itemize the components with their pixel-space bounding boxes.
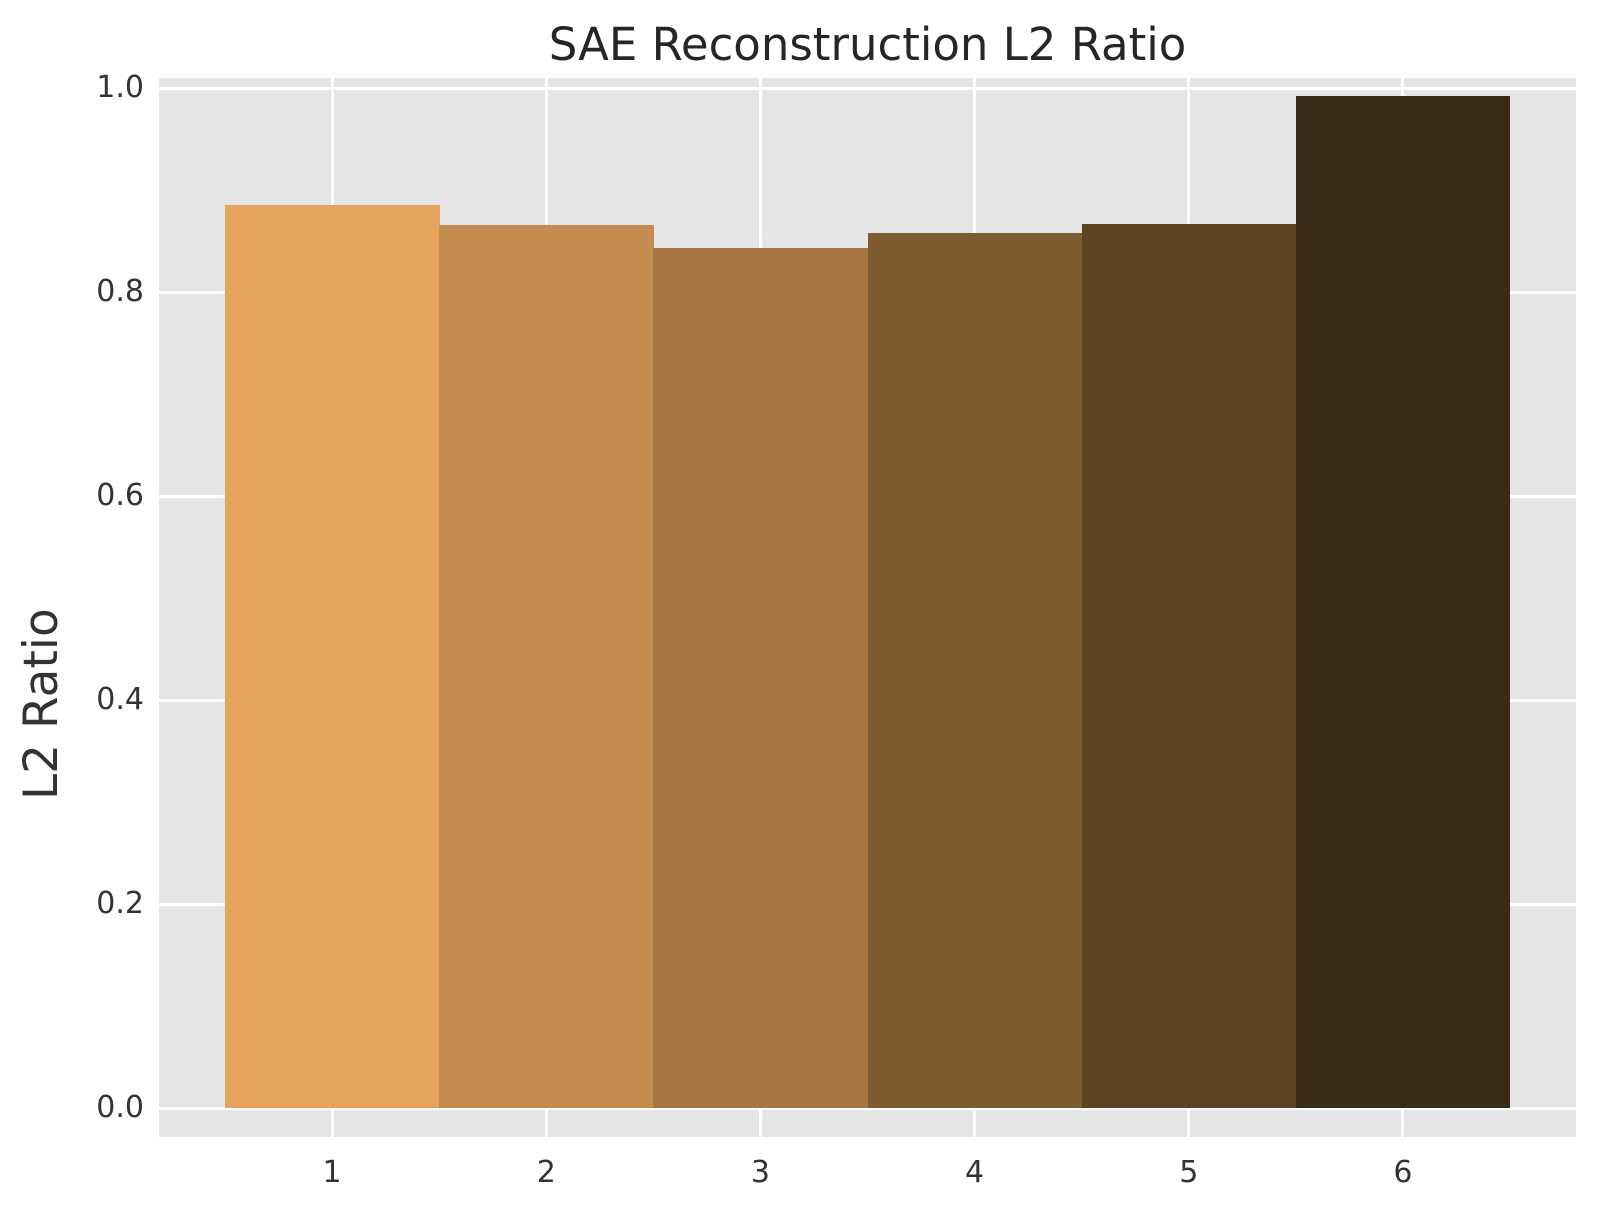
x-tick-label: 6 — [1393, 1155, 1413, 1190]
bar-5 — [1081, 223, 1297, 1108]
chart-title: SAE Reconstruction L2 Ratio — [548, 18, 1187, 71]
y-tick-label: 0.4 — [96, 682, 144, 717]
y-tick-label: 1.0 — [96, 70, 144, 105]
bar-1 — [225, 205, 440, 1108]
x-tick-label: 4 — [965, 1155, 985, 1190]
y-tick-label: 0.2 — [96, 886, 144, 921]
y-tick-label: 0.0 — [96, 1090, 144, 1125]
y-tick-label: 0.6 — [96, 478, 144, 513]
plot-area — [159, 78, 1576, 1137]
gridline-horizontal — [159, 86, 1576, 90]
bar-3 — [653, 248, 868, 1108]
x-tick-label: 2 — [536, 1155, 556, 1190]
bar-2 — [439, 224, 654, 1108]
x-tick-label: 5 — [1179, 1155, 1199, 1190]
x-tick-label: 1 — [322, 1155, 342, 1190]
bar-4 — [867, 232, 1083, 1108]
x-tick-label: 3 — [750, 1155, 770, 1190]
bar-6 — [1295, 96, 1511, 1108]
y-tick-label: 0.8 — [96, 274, 144, 309]
gridline-horizontal — [159, 1106, 1576, 1110]
